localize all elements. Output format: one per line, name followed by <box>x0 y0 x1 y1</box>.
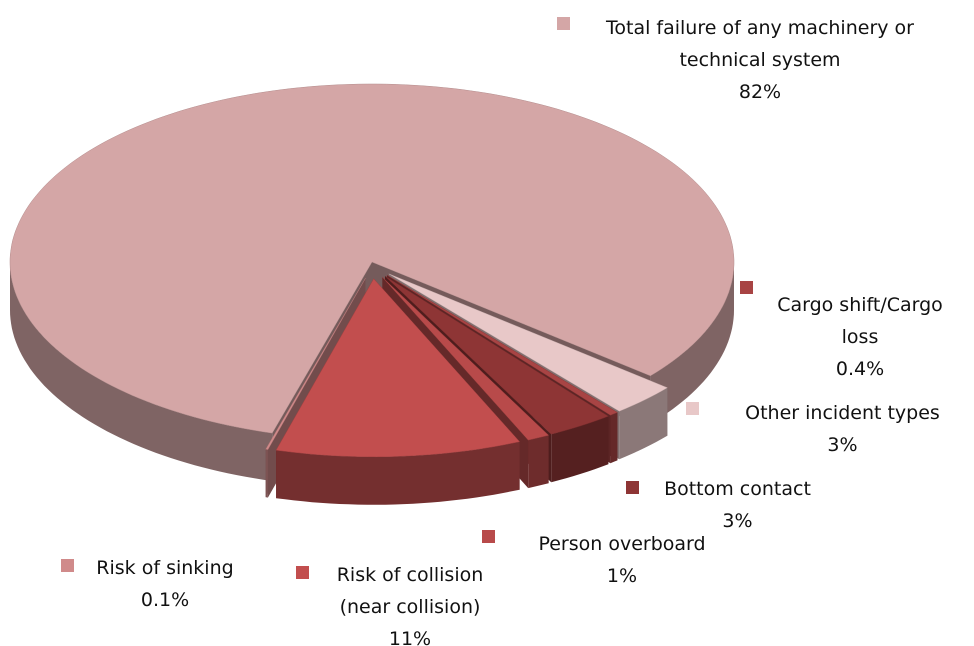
legend-swatch <box>296 566 309 579</box>
slice-side <box>551 416 609 483</box>
data-label: Other incident types 3% <box>720 397 965 461</box>
value-label: 11% <box>388 628 432 646</box>
slice-top <box>9 83 735 434</box>
category-label: Cargo shift/Cargo loss <box>777 294 943 348</box>
slice-top <box>275 278 521 458</box>
slice-top <box>382 277 550 441</box>
slice-side <box>610 412 618 464</box>
slice-side <box>265 449 268 498</box>
data-label: Person overboard 1% <box>508 528 736 592</box>
slice-side <box>528 435 549 489</box>
slice-top <box>386 274 618 416</box>
data-label: Bottom contact 3% <box>645 473 830 537</box>
slice <box>275 278 521 505</box>
legend-swatch <box>686 402 699 415</box>
data-label: Risk of collision (near collision) 11% <box>316 559 504 646</box>
slice-top <box>384 275 609 435</box>
category-label: Bottom contact <box>664 478 811 500</box>
value-label: 3% <box>827 434 858 456</box>
legend-swatch <box>482 530 495 543</box>
data-label: Cargo shift/Cargo loss 0.4% <box>760 289 960 385</box>
category-label: Risk of collision (near collision) <box>336 564 484 618</box>
category-label: Risk of sinking <box>96 557 234 579</box>
legend-swatch <box>740 281 753 294</box>
value-label: 82% <box>738 81 782 103</box>
slice-side <box>10 262 273 482</box>
value-label: 0.4% <box>835 358 885 380</box>
category-label: Person overboard <box>538 533 706 555</box>
slice-top <box>388 273 668 412</box>
category-label: Total failure of any machinery or techni… <box>606 17 914 71</box>
category-label: Other incident types <box>745 402 940 424</box>
value-label: 1% <box>606 565 638 587</box>
slice-top <box>265 278 366 450</box>
data-label: Total failure of any machinery or techni… <box>590 12 930 108</box>
slice-side <box>619 387 668 460</box>
legend-swatch <box>61 559 74 572</box>
legend-swatch <box>557 17 570 30</box>
slice-side <box>650 262 734 424</box>
legend-swatch <box>626 481 639 494</box>
value-label: 0.1% <box>140 589 190 611</box>
value-label: 3% <box>722 510 753 532</box>
slice-side <box>276 441 520 505</box>
data-label: Risk of sinking 0.1% <box>80 552 250 616</box>
